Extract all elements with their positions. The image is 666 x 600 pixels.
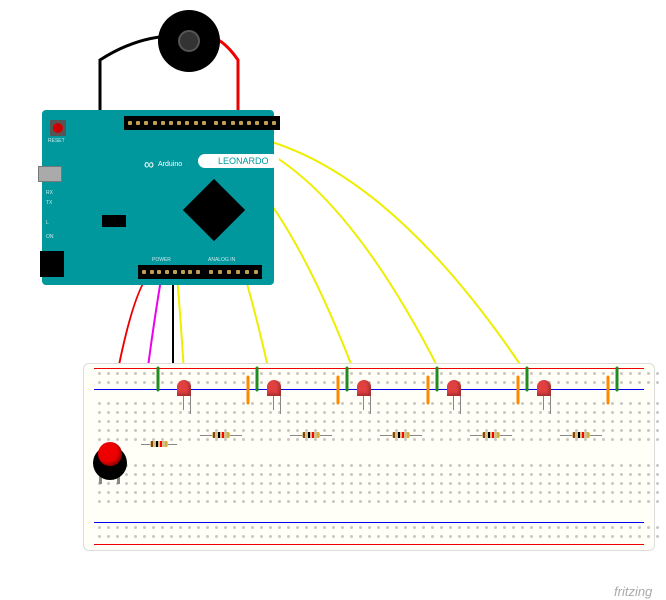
resistor-4 [380,432,422,438]
piezo-buzzer [158,10,220,72]
brand-text: Arduino [158,161,182,168]
usb-port [38,166,62,182]
resistor-1 [141,441,177,447]
analog-section-label: ANALOG IN [208,257,235,263]
reset-label: RESET [48,138,65,144]
resistor-6 [560,432,602,438]
pushbutton-cap [98,442,122,466]
watermark: fritzing [614,584,652,599]
resistor-3 [290,432,332,438]
led-2 [267,380,281,396]
header-bottom-left [138,265,204,279]
header-top-right [210,116,280,130]
led-5 [537,380,551,396]
buzzer-hole [178,30,200,52]
microcontroller-chip [183,179,245,241]
arduino-logo: ∞ Arduino [144,156,182,172]
infinity-icon: ∞ [144,156,154,172]
led-1 [177,380,191,396]
led-4 [447,380,461,396]
circuit-canvas: RESET ∞ Arduino LEONARDO POWER ANALOG IN… [0,0,666,600]
resistor-2 [200,432,242,438]
arduino-board: RESET ∞ Arduino LEONARDO POWER ANALOG IN… [42,110,274,285]
header-top-left [124,116,210,130]
header-bottom-right [204,265,262,279]
small-chip [102,215,126,227]
resistor-5 [470,432,512,438]
led-3 [357,380,371,396]
tx-label: TX [46,200,52,206]
power-section-label: POWER [152,257,171,263]
reset-button[interactable] [50,120,66,136]
l-label: L [46,220,49,226]
rx-label: RX [46,190,53,196]
power-jack [40,251,64,277]
model-label: LEONARDO [198,154,279,168]
on-label: ON [46,234,54,240]
